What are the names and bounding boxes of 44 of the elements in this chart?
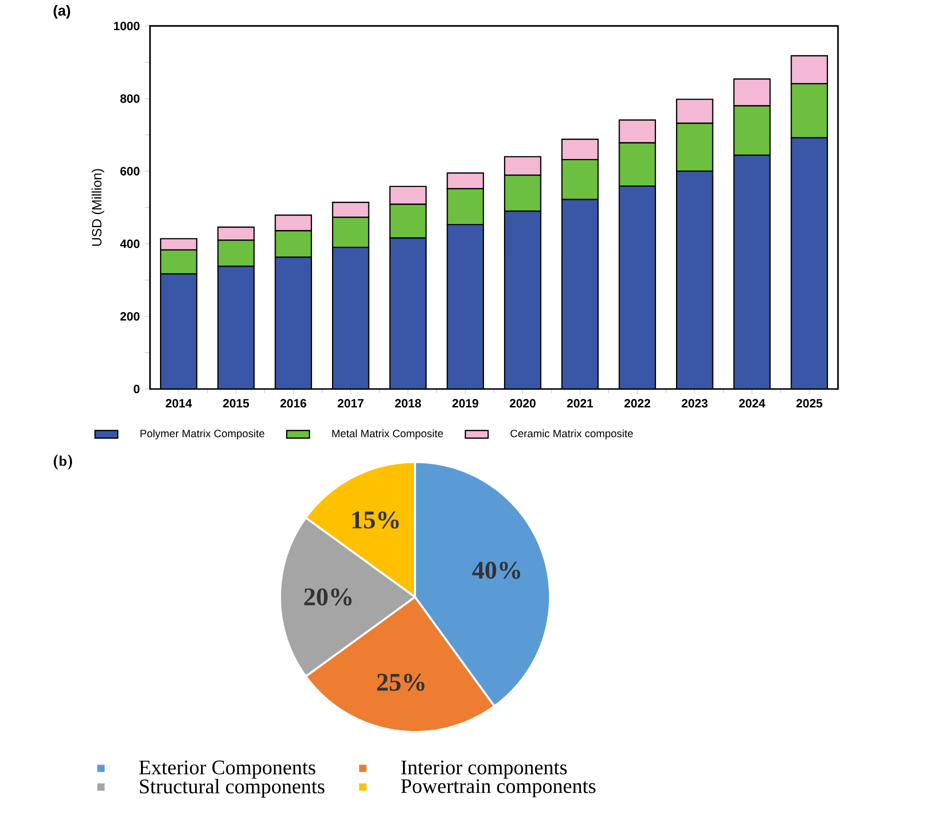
bar <box>790 137 828 389</box>
legend-label: Metal Matrix Composite <box>332 429 443 440</box>
x-tick-label: 2018 <box>395 399 421 408</box>
y-tick-label: 0 <box>134 384 140 394</box>
bar <box>160 274 197 389</box>
legend-label: Polymer Matrix Composite <box>140 429 264 440</box>
bar <box>275 257 312 389</box>
y-tick-label: 800 <box>120 94 140 103</box>
x-tick-label: 2017 <box>338 399 364 408</box>
y-tick-label: 1000 <box>114 22 140 30</box>
x-tick-label: 2025 <box>796 399 822 408</box>
data-label: 25% <box>377 674 424 691</box>
legend-label: Powertrain components <box>401 779 596 798</box>
legend-label: Exterior Components <box>139 760 316 779</box>
y-axis-title: USD (Million) <box>92 169 104 246</box>
x-tick-label: 2022 <box>624 399 650 408</box>
bar <box>218 266 254 389</box>
bar <box>390 238 426 389</box>
data-label: 40% <box>472 562 520 579</box>
x-tick-label: 2019 <box>452 399 478 408</box>
bar <box>676 171 713 389</box>
bar <box>734 155 770 389</box>
y-tick-label: 600 <box>120 166 140 176</box>
chart-title: (a) <box>54 4 70 19</box>
legend-label: Structural components <box>140 778 324 798</box>
x-tick-label: 2020 <box>510 399 536 408</box>
data-label: 20% <box>304 588 352 606</box>
x-tick-label: 2021 <box>567 399 594 408</box>
x-tick-label: 2023 <box>682 399 708 408</box>
bar <box>619 186 656 389</box>
bar <box>447 224 484 389</box>
legend-label: Interior components <box>401 760 567 779</box>
bar <box>562 200 598 389</box>
x-tick-label: 2016 <box>280 399 306 408</box>
x-tick-label: 2024 <box>739 399 766 408</box>
y-tick-label: 200 <box>120 312 140 321</box>
x-tick-label: 2015 <box>223 399 250 408</box>
data-label: 15% <box>352 511 399 529</box>
bar <box>332 247 369 389</box>
y-tick-label: 400 <box>120 240 140 248</box>
x-tick-label: 2014 <box>166 399 192 408</box>
legend-label: Ceramic Matrix composite <box>510 429 633 440</box>
chart-title: (b) <box>54 454 72 470</box>
bar <box>504 211 541 389</box>
